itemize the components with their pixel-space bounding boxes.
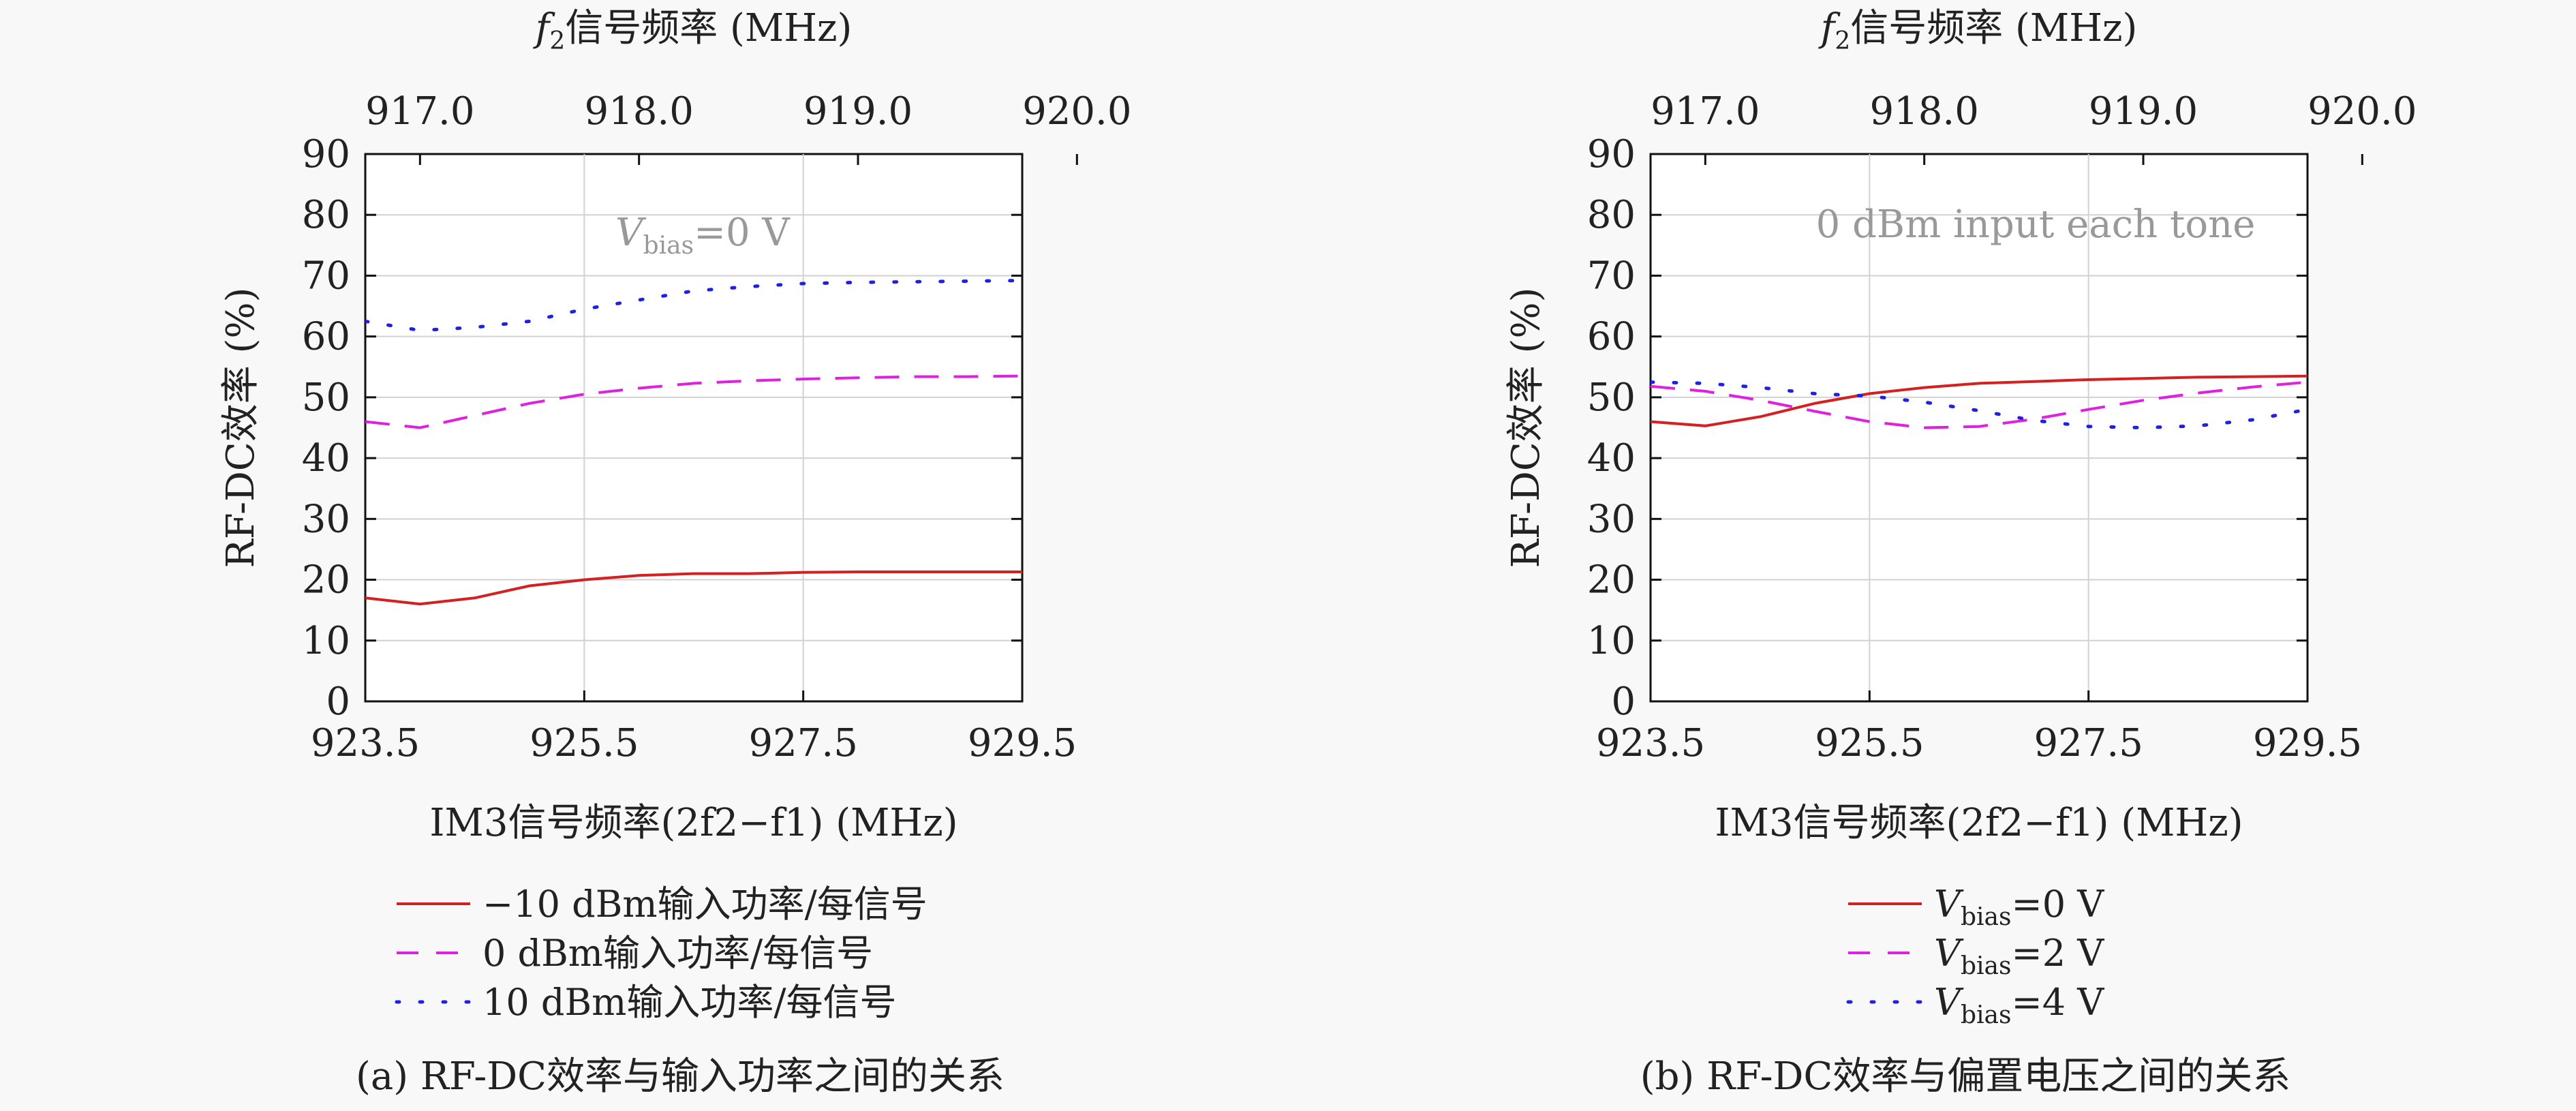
y-tick-label: 90 xyxy=(302,132,350,177)
top-x-tick-label: 919.0 xyxy=(2089,89,2198,134)
top-x-tick-label: 917.0 xyxy=(365,89,474,134)
y-tick-label: 20 xyxy=(302,558,350,603)
y-tick-label: 80 xyxy=(302,193,350,237)
top-axis-title: f2信号频率 (MHz) xyxy=(1818,6,2138,55)
series-line-2 xyxy=(1651,380,2307,429)
y-tick-label: 50 xyxy=(302,376,350,420)
y-axis-title: RF-DC效率 (%) xyxy=(1504,288,1548,568)
top-x-tick-label: 919.0 xyxy=(803,89,913,134)
legend-label-1: Vbias=0 V xyxy=(1934,883,2104,931)
x-axis-title: IM3信号频率(2f2−f1) (MHz) xyxy=(429,801,957,845)
y-tick-label: 10 xyxy=(302,619,350,663)
top-axis-label: 信号频率 (MHz) xyxy=(565,6,852,50)
y-tick-label: 80 xyxy=(1587,193,1636,237)
plot-area xyxy=(364,153,1024,703)
legend-label-3: 10 dBm输入功率/每信号 xyxy=(482,981,897,1024)
top-x-tick-label: 920.0 xyxy=(1022,89,1131,134)
legend-label-3: Vbias=4 V xyxy=(1934,981,2104,1029)
y-tick-label: 50 xyxy=(1587,376,1636,420)
legend-label-2: 0 dBm输入功率/每信号 xyxy=(482,932,873,975)
annotation-rest: =0 V xyxy=(694,211,791,255)
top-x-tick-label: 918.0 xyxy=(1870,89,1979,134)
top-x-tick-label: 917.0 xyxy=(1651,89,1760,134)
series-line-1 xyxy=(1651,374,2307,427)
x-axis-label: IM3信号频率(2f2−f1) (MHz) xyxy=(1715,801,2243,845)
y-tick-label: 90 xyxy=(1587,132,1636,177)
y-tick-label: 40 xyxy=(1587,436,1636,481)
y-tick-label: 40 xyxy=(302,436,350,481)
annotation: 0 dBm input each tone xyxy=(1816,202,2256,247)
top-axis-sub: 2 xyxy=(549,27,565,55)
x-tick-label: 925.5 xyxy=(530,721,639,765)
legend-rest: =2 V xyxy=(2012,932,2105,975)
legend-label-1: −10 dBm输入功率/每信号 xyxy=(482,883,927,926)
x-axis-label: IM3信号频率(2f2−f1) (MHz) xyxy=(429,801,957,845)
y-tick-label: 30 xyxy=(1587,497,1636,541)
y-axis-title: RF-DC效率 (%) xyxy=(219,288,263,568)
series-line-1 xyxy=(365,570,1022,606)
legend-rest: =4 V xyxy=(2012,981,2105,1024)
legend-var: V xyxy=(1934,981,1964,1024)
series-line-2 xyxy=(365,374,1022,429)
legend-sub: bias xyxy=(1961,903,2012,931)
x-tick-label: 927.5 xyxy=(749,721,858,765)
x-tick-label: 923.5 xyxy=(1596,721,1705,765)
top-x-tick-label: 918.0 xyxy=(585,89,694,134)
y-tick-label: 0 xyxy=(1611,680,1636,724)
y-tick-label: 20 xyxy=(1587,558,1636,603)
y-tick-label: 60 xyxy=(302,315,350,359)
chart-panel-b: 0 10 20 30 40 50 60 70 80 90 923.5 925.5 927.5 929.5 9… xyxy=(1504,6,2417,1099)
top-x-tick-label: 920.0 xyxy=(2307,89,2417,134)
top-axis-label: 信号频率 (MHz) xyxy=(1850,6,2137,50)
legend-sub: bias xyxy=(1961,1001,2012,1029)
y-tick-label: 30 xyxy=(302,497,350,541)
chart-panel-a: 0 10 20 30 40 50 60 70 80 90 923.5 925.5 927.5 929.5 9… xyxy=(219,6,1131,1099)
y-tick-label: 0 xyxy=(326,680,350,724)
y-tick-label: 70 xyxy=(1587,254,1636,298)
y-tick-label: 60 xyxy=(1587,315,1636,359)
figure-caption: (a) RF-DC效率与输入功率之间的关系 xyxy=(356,1054,1005,1099)
legend-var: V xyxy=(1934,883,1964,926)
x-tick-label: 925.5 xyxy=(1815,721,1924,765)
annotation-var: V xyxy=(615,211,647,255)
legend-label-2: Vbias=2 V xyxy=(1934,932,2104,980)
y-tick-label: 70 xyxy=(302,254,350,298)
x-tick-label: 929.5 xyxy=(968,721,1077,765)
annotation: Vbias=0 V xyxy=(615,211,791,260)
legend-sub: bias xyxy=(1961,952,2012,980)
y-tick-label: 10 xyxy=(1587,619,1636,663)
top-axis-title: f2信号频率 (MHz) xyxy=(533,6,853,55)
x-tick-label: 927.5 xyxy=(2034,721,2143,765)
annotation-sub: bias xyxy=(643,232,694,260)
top-axis-sub: 2 xyxy=(1835,27,1850,55)
x-tick-label: 929.5 xyxy=(2253,721,2362,765)
x-tick-label: 923.5 xyxy=(311,721,420,765)
legend-var: V xyxy=(1934,932,1964,975)
legend-rest: =0 V xyxy=(2012,883,2105,926)
figure-caption: (b) RF-DC效率与偏置电压之间的关系 xyxy=(1640,1054,2291,1099)
legend: −10 dBm输入功率/每信号 0 dBm输入功率/每信号 10 dBm输入功率/每… xyxy=(395,883,927,1024)
x-axis-title: IM3信号频率(2f2−f1) (MHz) xyxy=(1715,801,2243,845)
